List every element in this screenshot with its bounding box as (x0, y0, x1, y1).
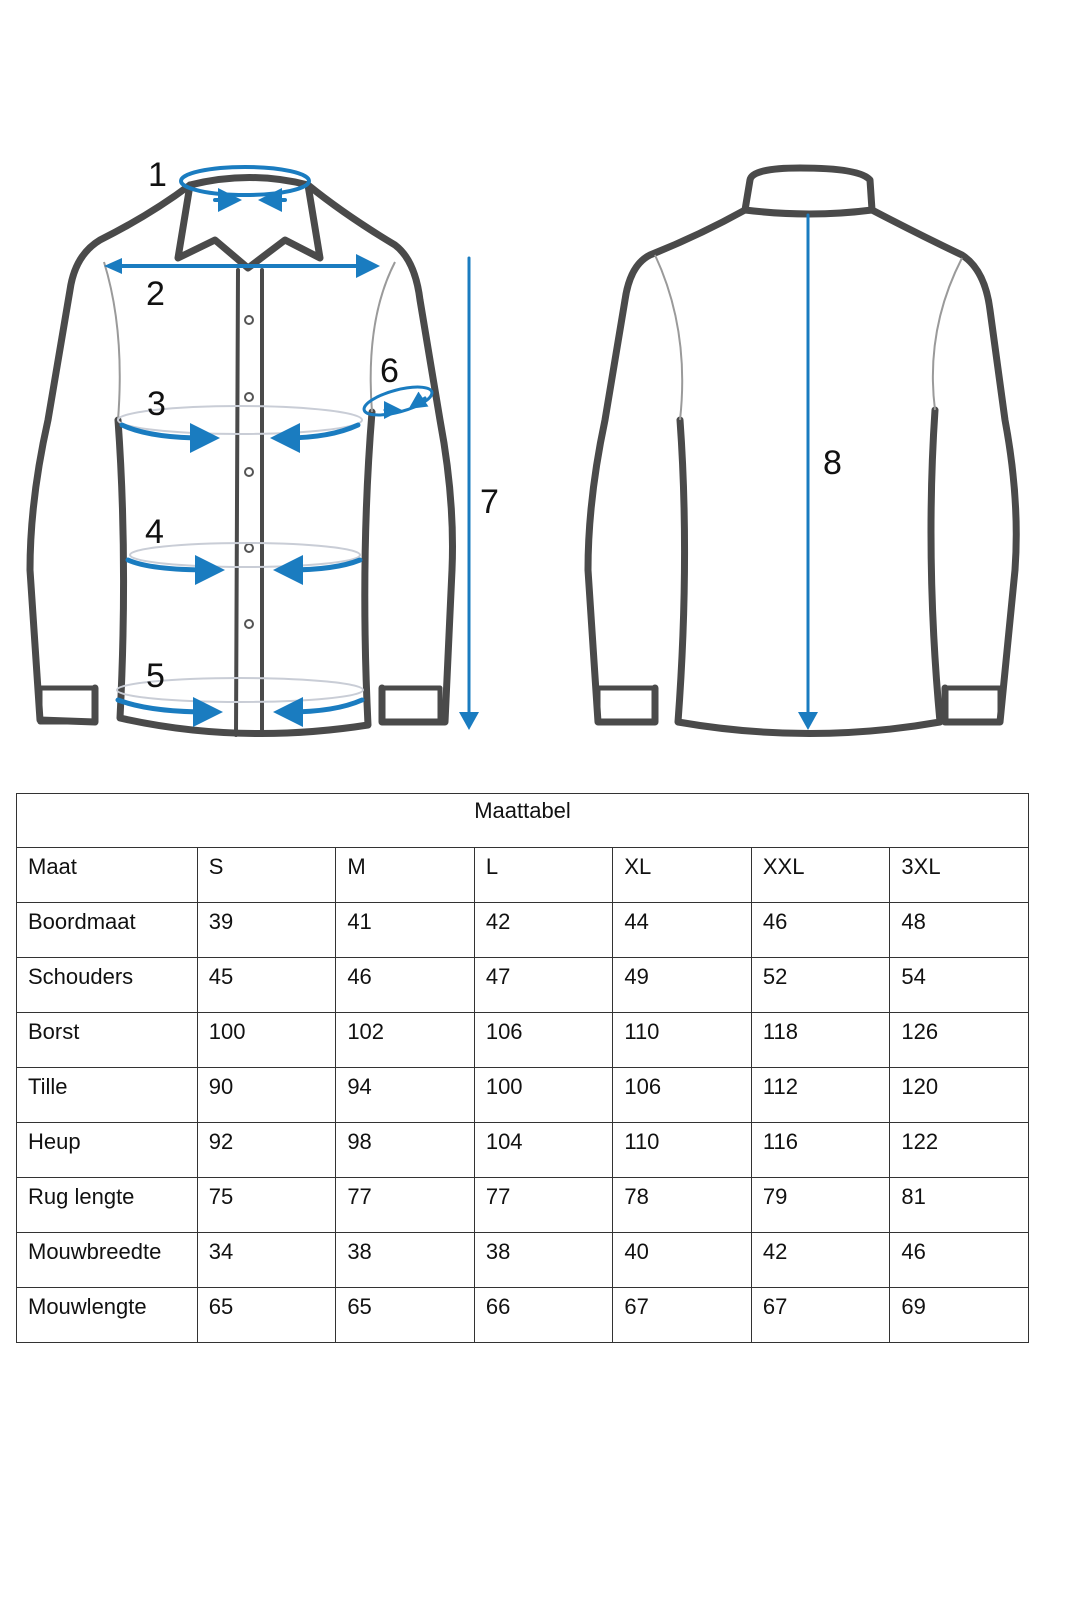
label-6: 6 (380, 352, 399, 390)
table-cell: 78 (612, 1177, 752, 1233)
table-cell: 102 (335, 1012, 475, 1068)
table-cell: 67 (612, 1287, 752, 1343)
back-shirt: 8 (584, 164, 1020, 737)
table-cell: 67 (750, 1287, 891, 1343)
table-cell: 77 (473, 1177, 614, 1233)
label-4: 4 (145, 513, 164, 551)
label-5: 5 (146, 657, 165, 695)
header-cell: XXL (750, 847, 891, 903)
table-cell: 41 (335, 902, 475, 958)
table-cell: 92 (196, 1122, 337, 1178)
table-cell: 42 (473, 902, 614, 958)
table-cell: 126 (889, 1012, 1029, 1068)
table-cell: 40 (612, 1232, 752, 1288)
row-label: Mouwbreedte (16, 1232, 198, 1288)
table-cell: 48 (889, 902, 1029, 958)
row-label: Tille (16, 1067, 198, 1123)
table-cell: 90 (196, 1067, 337, 1123)
label-1: 1 (148, 156, 167, 194)
header-cell: 3XL (889, 847, 1029, 903)
table-cell: 110 (612, 1122, 752, 1178)
table-cell: 104 (473, 1122, 614, 1178)
table-cell: 116 (750, 1122, 891, 1178)
table-cell: 118 (750, 1012, 891, 1068)
table-cell: 46 (889, 1232, 1029, 1288)
table-row: Tille 90 94 100 106 112 120 (16, 1067, 1029, 1123)
table-cell: 47 (473, 957, 614, 1013)
table-cell: 46 (750, 902, 891, 958)
table-cell: 75 (196, 1177, 337, 1233)
table-cell: 38 (335, 1232, 475, 1288)
table-cell: 38 (473, 1232, 614, 1288)
table-cell: 46 (335, 957, 475, 1013)
row-label: Schouders (16, 957, 198, 1013)
header-cell: M (335, 847, 475, 903)
table-cell: 94 (335, 1067, 475, 1123)
table-cell: 52 (750, 957, 891, 1013)
table-cell: 39 (196, 902, 337, 958)
table-row: Rug lengte 75 77 77 78 79 81 (16, 1177, 1029, 1233)
table-cell: 69 (889, 1287, 1029, 1343)
button-icons (244, 315, 254, 629)
row-label: Mouwlengte (16, 1287, 198, 1343)
table-cell: 110 (612, 1012, 752, 1068)
table-cell: 49 (612, 957, 752, 1013)
table-row: Schouders 45 46 47 49 52 54 (16, 957, 1029, 1013)
table-row: Heup 92 98 104 110 116 122 (16, 1122, 1029, 1178)
table-cell: 79 (750, 1177, 891, 1233)
table-cell: 112 (750, 1067, 891, 1123)
label-8: 8 (823, 444, 842, 482)
table-cell: 120 (889, 1067, 1029, 1123)
shirt-measurement-diagram: 1 2 3 4 5 6 7 8 (26, 156, 1020, 738)
table-cell: 106 (612, 1067, 752, 1123)
row-label: Borst (16, 1012, 198, 1068)
table-title: Maattabel (16, 793, 1029, 848)
table-cell: 106 (473, 1012, 614, 1068)
header-cell: Maat (16, 847, 198, 903)
table-cell: 100 (196, 1012, 337, 1068)
header-cell: L (473, 847, 614, 903)
label-7: 7 (480, 483, 499, 521)
table-cell: 44 (612, 902, 752, 958)
table-cell: 42 (750, 1232, 891, 1288)
label-2: 2 (146, 275, 165, 313)
label-3: 3 (147, 385, 166, 423)
table-cell: 45 (196, 957, 337, 1013)
table-cell: 77 (335, 1177, 475, 1233)
table-cell: 34 (196, 1232, 337, 1288)
table-row: Mouwlengte 65 65 66 67 67 69 (16, 1287, 1029, 1343)
table-cell: 100 (473, 1067, 614, 1123)
row-label: Heup (16, 1122, 198, 1178)
size-table: Maattabel Maat S M L XL XXL 3XL Boordmaa… (16, 793, 1029, 1343)
table-cell: 65 (196, 1287, 337, 1343)
table-cell: 54 (889, 957, 1029, 1013)
table-row: Borst 100 102 106 110 118 126 (16, 1012, 1029, 1068)
table-cell: 98 (335, 1122, 475, 1178)
row-label: Boordmaat (16, 902, 198, 958)
table-cell: 66 (473, 1287, 614, 1343)
table-row: Boordmaat 39 41 42 44 46 48 (16, 902, 1029, 958)
row-label: Rug lengte (16, 1177, 198, 1233)
header-cell: S (196, 847, 337, 903)
header-cell: XL (612, 847, 752, 903)
front-shirt: 1 2 3 4 5 6 7 (26, 156, 499, 738)
table-cell: 81 (889, 1177, 1029, 1233)
table-row: Mouwbreedte 34 38 38 40 42 46 (16, 1232, 1029, 1288)
table-cell: 122 (889, 1122, 1029, 1178)
table-cell: 65 (335, 1287, 475, 1343)
table-header-row: Maat S M L XL XXL 3XL (16, 847, 1029, 903)
